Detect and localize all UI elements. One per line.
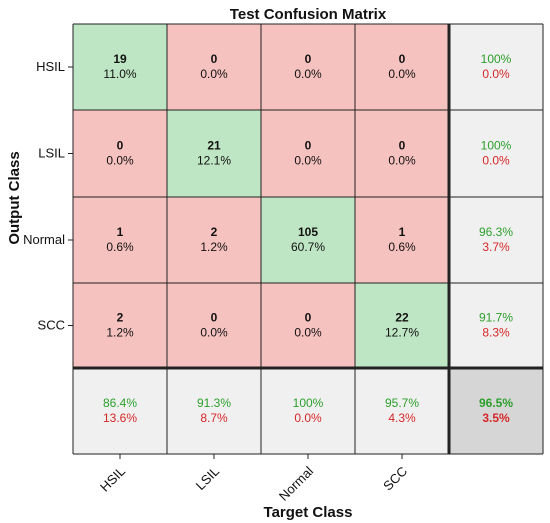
matrix-cell [449,283,543,368]
cell-percent: 1.2% [106,326,134,340]
cell-count: 1 [399,225,406,239]
col-error: 8.7% [200,411,228,425]
matrix-cell [355,24,449,110]
matrix-cell [73,368,167,454]
col-error: 0.0% [294,411,322,425]
matrix-cell [167,197,261,283]
matrix-cell [167,24,261,110]
col-error: 4.3% [388,411,416,425]
matrix-cell [73,197,167,283]
col-recall: 86.4% [103,396,137,410]
matrix-cell [167,110,261,197]
cell-percent: 0.0% [294,67,322,81]
matrix-cell [261,368,355,454]
matrix-cell [449,24,543,110]
x-tick-label: HSIL [97,464,128,495]
cell-count: 0 [305,139,312,153]
cell-count: 0 [305,311,312,325]
cell-percent: 0.0% [200,326,228,340]
cell-percent: 1.2% [200,240,228,254]
cell-percent: 0.0% [294,326,322,340]
cell-count: 105 [298,225,318,239]
cell-percent: 12.7% [385,326,419,340]
x-tick-label: Normal [276,463,316,503]
matrix-cell [261,24,355,110]
cell-count: 0 [305,52,312,66]
cell-count: 1 [117,225,124,239]
cell-count: 2 [117,311,124,325]
row-precision: 100% [481,52,512,66]
matrix-cell [261,197,355,283]
cell-percent: 0.0% [294,154,322,168]
cell-count: 22 [395,311,409,325]
row-precision: 96.3% [479,225,513,239]
cell-count: 21 [207,139,221,153]
cell-percent: 0.6% [106,240,134,254]
y-tick-label: SCC [38,318,65,333]
cell-percent: 0.0% [388,67,416,81]
row-precision: 100% [481,139,512,153]
matrix-cell [355,110,449,197]
y-tick-label: Normal [23,232,65,247]
x-axis-title: Target Class [264,504,353,521]
matrix-cell [73,110,167,197]
matrix-cell [355,197,449,283]
chart-title: Test Confusion Matrix [230,6,387,23]
cell-percent: 60.7% [291,240,325,254]
matrix-cell [355,368,449,454]
matrix-cell [355,283,449,368]
row-error: 0.0% [482,154,510,168]
row-error: 3.7% [482,240,510,254]
matrix-cell [449,368,543,454]
overall-error: 3.5% [482,411,510,425]
y-tick-label: HSIL [36,59,65,74]
row-error: 8.3% [482,326,510,340]
cell-count: 0 [211,311,218,325]
y-tick-label: LSIL [38,146,65,161]
cell-count: 19 [113,52,127,66]
x-tick-label: LSIL [193,464,223,494]
matrix-cell [261,110,355,197]
cell-percent: 12.1% [197,154,231,168]
row-error: 0.0% [482,67,510,81]
matrix-cell [73,24,167,110]
cell-percent: 0.6% [388,240,416,254]
cell-count: 0 [117,139,124,153]
col-recall: 95.7% [385,396,419,410]
matrix-cell [449,197,543,283]
overall-accuracy: 96.5% [479,396,513,410]
matrix-cell [73,283,167,368]
cell-count: 2 [211,225,218,239]
cell-count: 0 [211,52,218,66]
cell-count: 0 [399,139,406,153]
matrix-cell [261,283,355,368]
col-recall: 91.3% [197,396,231,410]
cell-percent: 0.0% [200,67,228,81]
matrix-cell [449,110,543,197]
cell-percent: 0.0% [388,154,416,168]
row-precision: 91.7% [479,311,513,325]
cell-percent: 11.0% [103,67,136,81]
cell-percent: 0.0% [106,154,134,168]
matrix-cell [167,368,261,454]
matrix-cell [167,283,261,368]
col-recall: 100% [293,396,324,410]
cell-count: 0 [399,52,406,66]
x-tick-label: SCC [380,464,410,494]
y-axis-title: Output Class [6,151,23,244]
col-error: 13.6% [103,411,137,425]
